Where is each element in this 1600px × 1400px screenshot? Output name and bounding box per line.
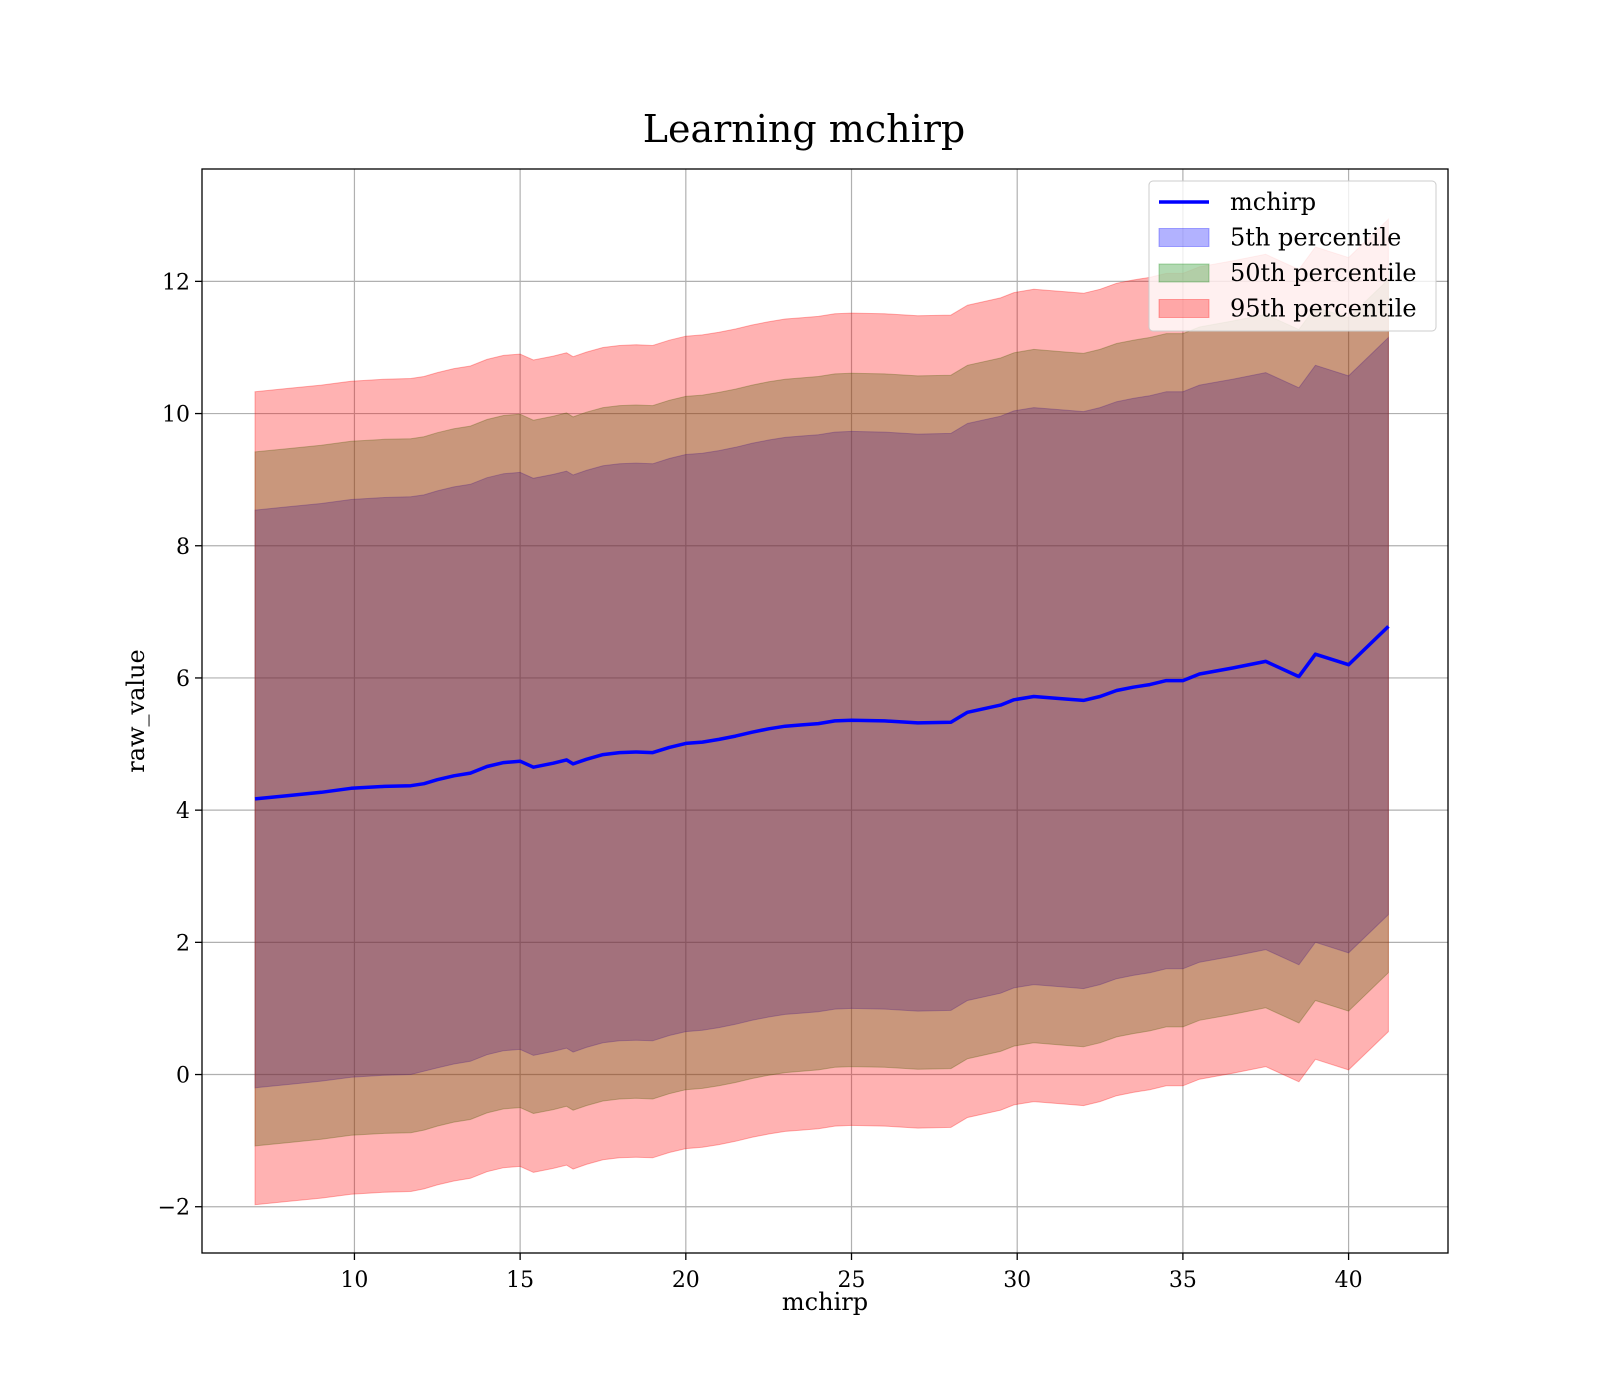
x-tick-label: 20 (672, 1268, 700, 1293)
percentile-bands (254, 218, 1389, 1206)
x-tick-label: 30 (1003, 1268, 1031, 1293)
y-tick-label: 10 (162, 403, 190, 428)
y-tick-label: 4 (176, 799, 190, 824)
chart-title: Learning mchirp (643, 107, 965, 151)
legend-label: 5th percentile (1230, 224, 1401, 252)
x-tick-label: 35 (1169, 1268, 1197, 1293)
legend-label: 50th percentile (1230, 259, 1417, 287)
grid (202, 169, 1448, 1253)
legend-patch-swatch (1158, 263, 1210, 283)
x-tick-label: 10 (340, 1268, 368, 1293)
x-axis: 10 15 20 25 30 35 40 (340, 1253, 1363, 1293)
x-axis-label: mchirp (782, 1288, 868, 1316)
series-lines (254, 625, 1390, 801)
y-axis-label: raw_value (122, 649, 150, 773)
legend-box (1148, 180, 1437, 332)
y-tick-label: 0 (176, 1064, 190, 1089)
legend: mchirp 5th percentile 50th percentile 95th … (1148, 180, 1437, 332)
band-5th-percentile (254, 336, 1389, 1089)
y-tick-label: 2 (176, 931, 190, 956)
plot-frame (201, 168, 1449, 1254)
legend-label: mchirp (1230, 188, 1316, 216)
y-tick-label: 12 (162, 270, 190, 295)
x-tick-label: 25 (838, 1268, 866, 1293)
y-tick-label: −2 (158, 1196, 190, 1221)
legend-patch-swatch (1158, 228, 1210, 247)
band-50th-percentile (254, 278, 1389, 1147)
x-tick-label: 40 (1335, 1268, 1363, 1293)
x-tick-label: 15 (506, 1268, 534, 1293)
line-mchirp (254, 625, 1390, 801)
y-tick-label: 8 (176, 535, 190, 560)
legend-patch-swatch (1158, 299, 1210, 318)
y-axis: −2 0 2 4 6 8 10 12 (158, 270, 202, 1221)
band-95th-percentile (254, 218, 1389, 1206)
legend-label: 95th percentile (1230, 295, 1417, 323)
y-tick-label: 6 (176, 667, 190, 692)
